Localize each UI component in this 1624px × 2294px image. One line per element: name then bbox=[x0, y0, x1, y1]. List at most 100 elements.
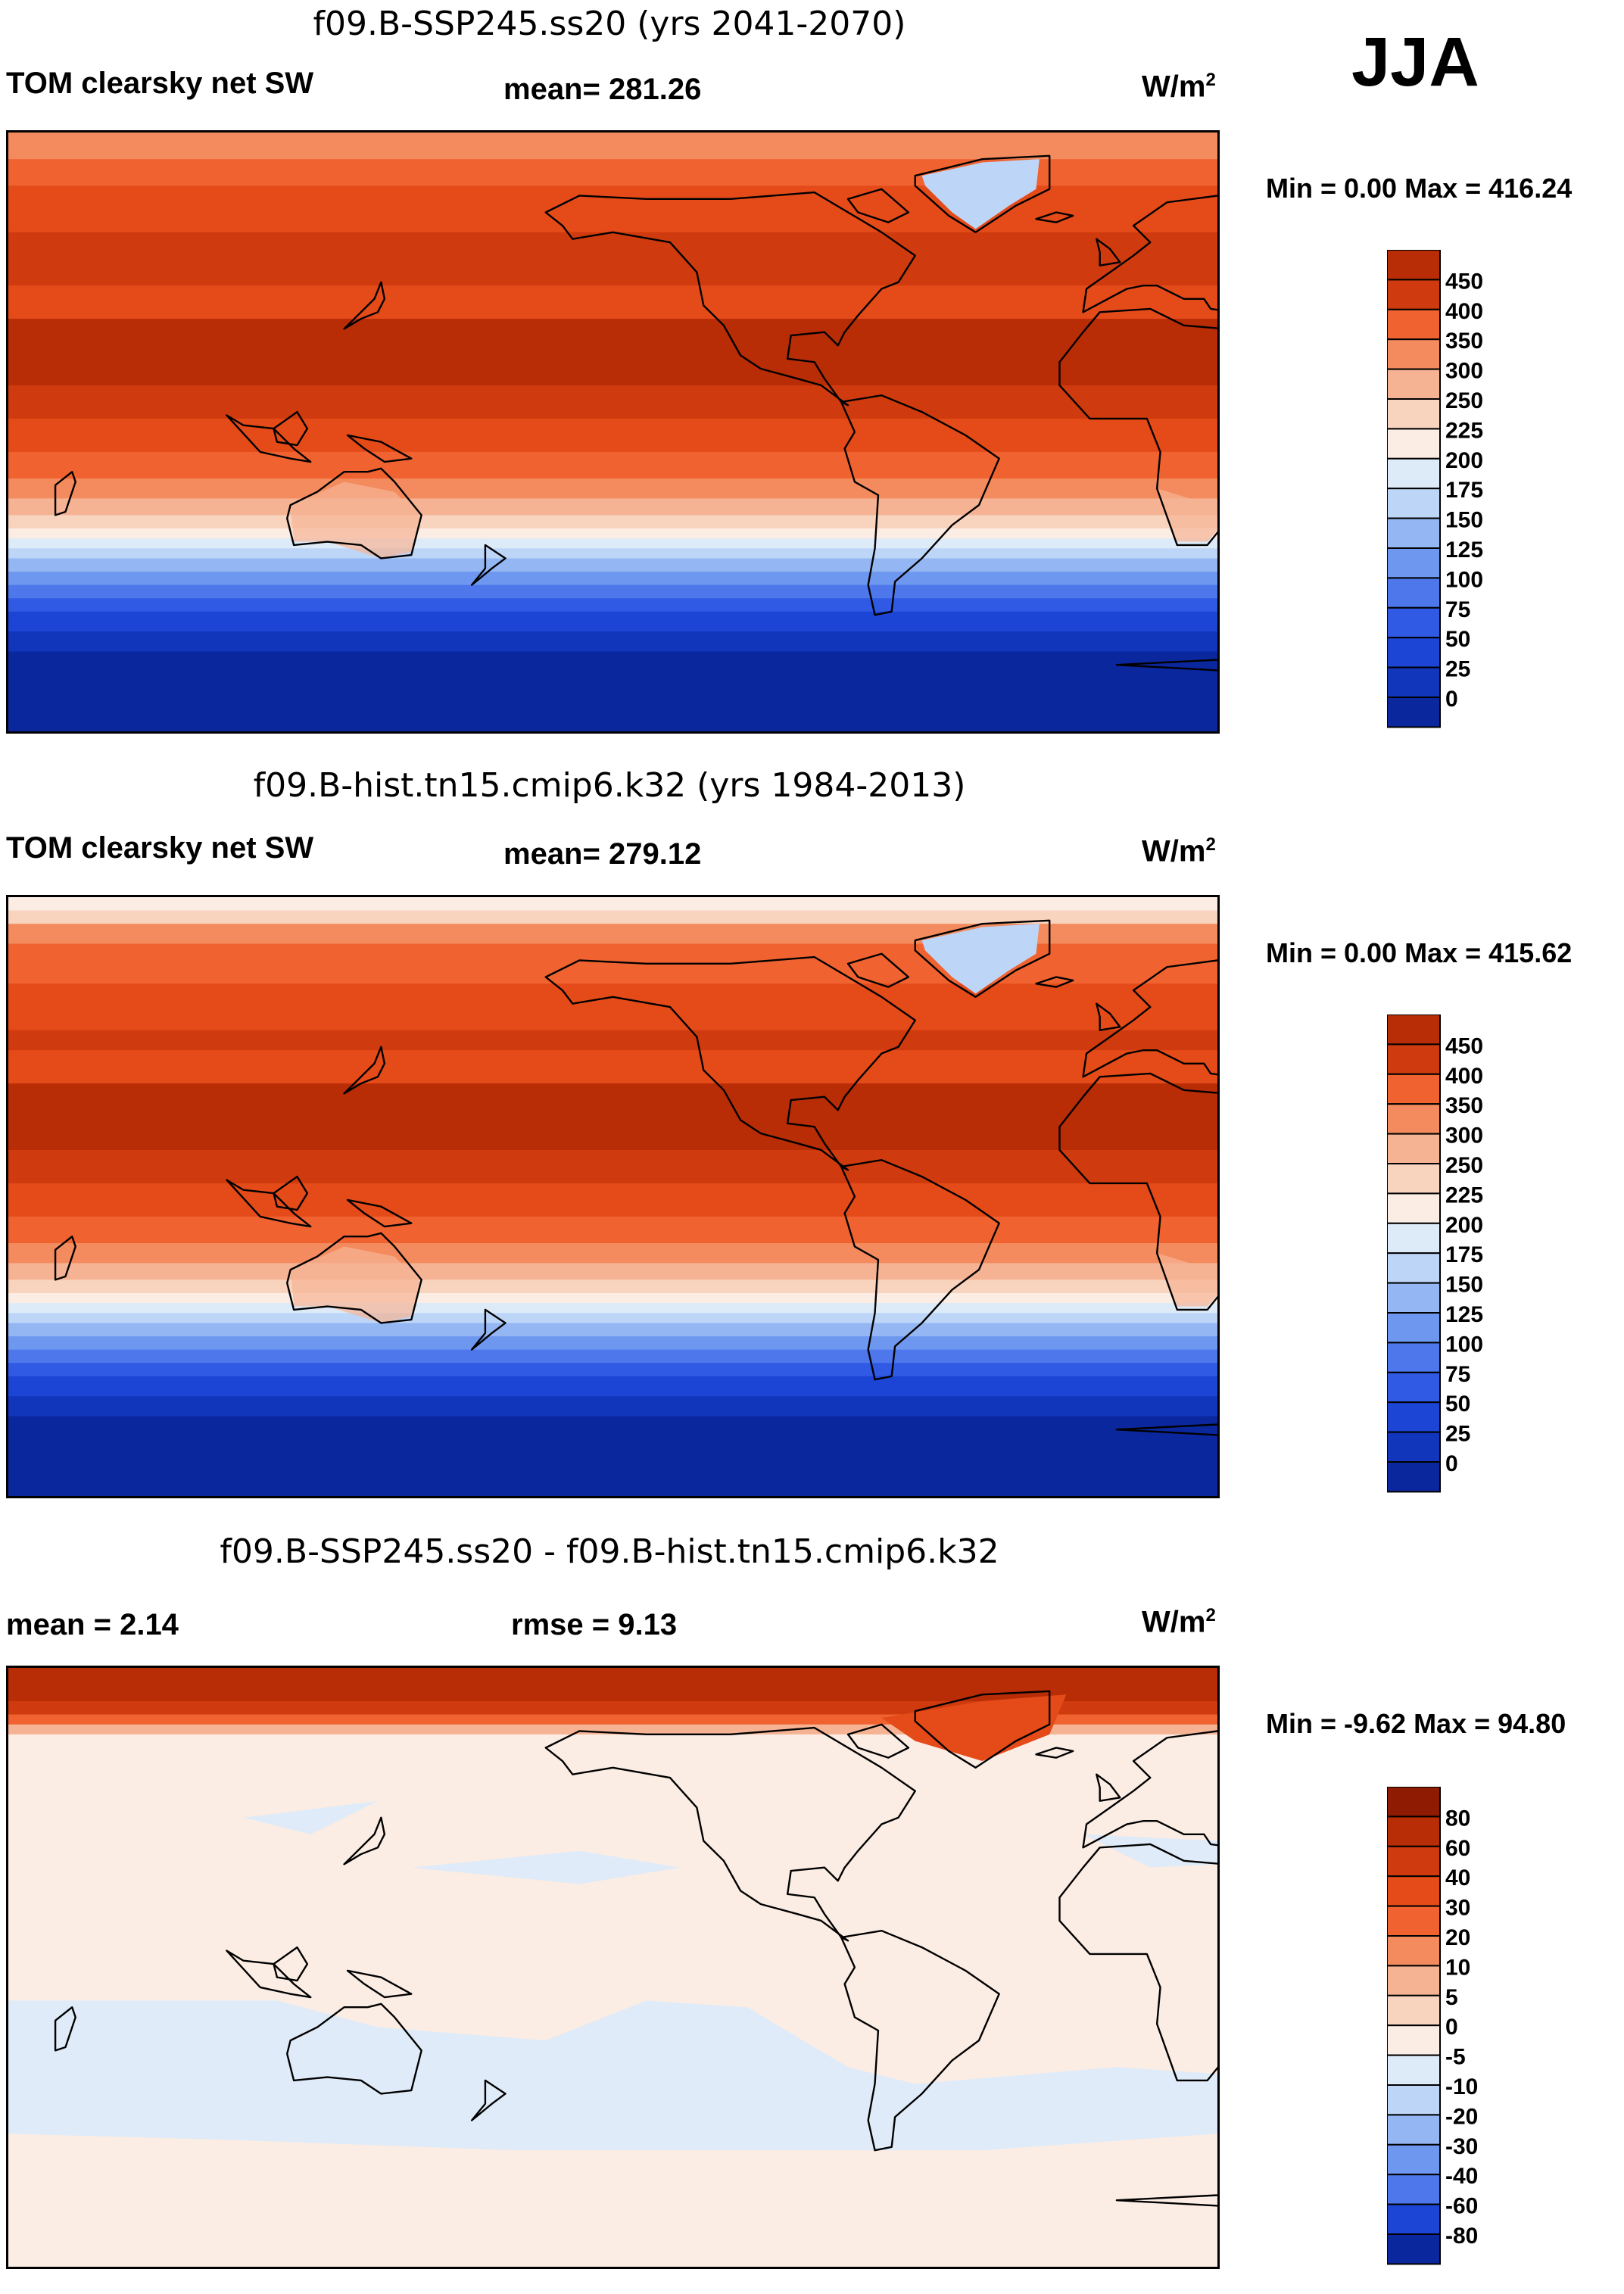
colorbar-swatch bbox=[1387, 457, 1441, 490]
colorbar-tick-label: 150 bbox=[1445, 508, 1483, 533]
latitude-band bbox=[8, 132, 1217, 160]
coastline-nz bbox=[470, 2079, 507, 2121]
coastline-uk bbox=[1096, 238, 1121, 266]
latitude-band bbox=[8, 1313, 1217, 1323]
colorbar-swatch bbox=[1387, 1787, 1441, 1818]
latitude-band bbox=[8, 611, 1217, 632]
colorbar-swatch bbox=[1387, 308, 1441, 341]
colorbar-swatch bbox=[1387, 398, 1441, 430]
latitude-band bbox=[8, 598, 1217, 612]
panel-title: f09.B-SSP245.ss20 - f09.B-hist.tn15.cmip… bbox=[220, 1532, 999, 1571]
colorbar-swatch bbox=[1387, 488, 1441, 519]
colorbar-swatch bbox=[1387, 2203, 1441, 2235]
latitude-band bbox=[8, 1216, 1217, 1244]
colorbar-swatch bbox=[1387, 2024, 1441, 2056]
coastline-indonesia bbox=[226, 1950, 312, 1999]
colorbar-swatch bbox=[1387, 517, 1441, 550]
colorbar-tick-label: 400 bbox=[1445, 299, 1483, 324]
colorbar-swatch bbox=[1387, 666, 1441, 698]
colorbar-tick-label: 75 bbox=[1445, 597, 1470, 622]
colorbar-tick-label: 200 bbox=[1445, 448, 1483, 473]
colorbar-tick-label: 175 bbox=[1445, 1242, 1483, 1267]
coastline-nz bbox=[470, 1308, 507, 1351]
map-panel-1 bbox=[6, 130, 1220, 734]
coastline-uk bbox=[1096, 1773, 1121, 1802]
colorbar-swatch bbox=[1387, 1845, 1441, 1878]
latitude-band bbox=[8, 1396, 1217, 1417]
colorbar-tick-label: 75 bbox=[1445, 1362, 1470, 1387]
colorbar-tick-label: 150 bbox=[1445, 1273, 1483, 1298]
coastline-newguinea bbox=[346, 1198, 413, 1228]
colorbar-swatch bbox=[1387, 2233, 1441, 2265]
latitude-band bbox=[8, 1668, 1217, 1702]
mean-label: mean= 281.26 bbox=[503, 73, 702, 106]
coastline-iceland bbox=[1035, 211, 1074, 223]
map-svg bbox=[8, 1668, 1217, 2267]
latitude-band bbox=[8, 1030, 1217, 1051]
negative-anomaly-region bbox=[1083, 1834, 1217, 1868]
latitude-band bbox=[8, 418, 1217, 453]
latitude-band bbox=[8, 538, 1217, 549]
latitude-band bbox=[8, 1363, 1217, 1377]
greenland-ice bbox=[921, 924, 1040, 994]
latitude-band bbox=[8, 232, 1217, 286]
colorbar-svg: 80 60 40 30 20 10 5 0 -5 -10 -20 -30 -40 -60 -80 bbox=[1387, 1787, 1478, 2265]
australia-shading bbox=[290, 482, 422, 559]
greenland-ice bbox=[921, 159, 1040, 229]
coastline-uk bbox=[1096, 1002, 1121, 1031]
colorbar-swatch bbox=[1387, 2084, 1441, 2116]
colorbar-swatch bbox=[1387, 606, 1441, 639]
min-max-label: Min = 0.00 Max = 416.24 bbox=[1266, 173, 1573, 204]
colorbar-2: 450 400 350 300 250 225 200 175 150 125 100 75 50 25 0 bbox=[1387, 1015, 1483, 1499]
coastline-samerica bbox=[840, 394, 1000, 616]
colorbar-tick-label: 225 bbox=[1445, 418, 1483, 443]
latitude-band bbox=[8, 983, 1217, 1031]
panel-title: f09.B-SSP245.ss20 (yrs 2041-2070) bbox=[313, 5, 906, 43]
latitude-band bbox=[8, 572, 1217, 586]
coastline-africa bbox=[1058, 1072, 1217, 1311]
colorbar-swatch bbox=[1387, 1133, 1441, 1165]
latitude-band bbox=[8, 185, 1217, 233]
latitude-band bbox=[8, 1323, 1217, 1337]
coastline-namerica bbox=[544, 1726, 916, 1942]
latitude-band bbox=[8, 910, 1217, 924]
australia-shading bbox=[290, 1246, 422, 1323]
coastline-australia bbox=[286, 2003, 422, 2095]
colorbar-swatch bbox=[1387, 428, 1441, 460]
coastline-samerica bbox=[840, 1929, 1000, 2152]
colorbar-tick-label: 30 bbox=[1445, 1896, 1470, 1921]
colorbar-swatch bbox=[1387, 1073, 1441, 1105]
latitude-band bbox=[8, 385, 1217, 419]
latitude-band bbox=[8, 1303, 1217, 1314]
colorbar-tick-label: -30 bbox=[1445, 2134, 1478, 2159]
coastline-iceland bbox=[1035, 1747, 1074, 1759]
colorbar-tick-label: 225 bbox=[1445, 1183, 1483, 1208]
coastline-africa bbox=[1058, 307, 1217, 547]
colorbar-swatch bbox=[1387, 1371, 1441, 1404]
coastline-madagascar bbox=[54, 471, 76, 516]
negative-anomaly-region bbox=[411, 1850, 681, 1884]
coastline-borneo bbox=[273, 410, 309, 447]
colorbar-1: 450 400 350 300 250 225 200 175 150 125 100 75 50 25 0 bbox=[1387, 250, 1483, 734]
colorbar-tick-label: 125 bbox=[1445, 1302, 1483, 1327]
coastline-japan bbox=[343, 1046, 386, 1095]
map-svg bbox=[8, 897, 1217, 1496]
coastline-samerica bbox=[840, 1158, 1000, 1381]
coastline-greenland bbox=[914, 919, 1051, 998]
latitude-band bbox=[8, 548, 1217, 559]
variable-label: TOM clearsky net SW bbox=[6, 831, 314, 865]
colorbar-swatch bbox=[1387, 1103, 1441, 1135]
colorbar-3: 80 60 40 30 20 10 5 0 -5 -10 -20 -30 -40 -60 -80 bbox=[1387, 1787, 1478, 2271]
coastline-baffin bbox=[846, 952, 910, 988]
map-panel-2 bbox=[6, 895, 1220, 1498]
coastline-baffin bbox=[846, 188, 910, 223]
coastline-indonesia bbox=[226, 414, 312, 463]
latitude-band bbox=[8, 1183, 1217, 1217]
coastline-namerica bbox=[544, 955, 916, 1171]
latitude-band bbox=[8, 1292, 1217, 1304]
colorbar-tick-label: 250 bbox=[1445, 388, 1483, 413]
colorbar-swatch bbox=[1387, 2114, 1441, 2146]
colorbar-tick-label: 40 bbox=[1445, 1865, 1470, 1890]
latitude-band bbox=[8, 515, 1217, 529]
colorbar-tick-label: 350 bbox=[1445, 329, 1483, 354]
